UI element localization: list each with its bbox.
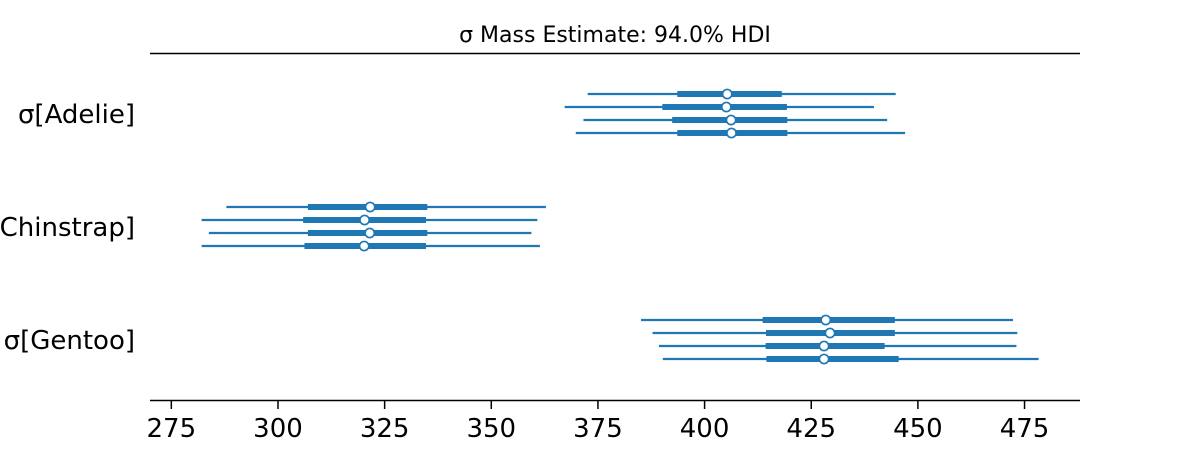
category-labels: σ[Adelie] σ[Chinstrap] σ[Gentoo] (0, 100, 135, 356)
x-tick-label: 375 (573, 414, 623, 444)
x-tick-label: 350 (466, 414, 516, 444)
median-point (359, 214, 370, 226)
median-point (820, 314, 832, 326)
x-tick-label: 400 (680, 414, 730, 444)
median-point (721, 88, 733, 100)
x-tick-label: 325 (360, 414, 410, 444)
x-tick-label: 300 (253, 414, 303, 444)
category-label: σ[Chinstrap] (0, 213, 135, 243)
median-point (725, 114, 737, 126)
median-point (358, 240, 370, 252)
median-point (364, 201, 376, 213)
x-tick-label: 425 (786, 414, 836, 444)
x-axis-ticks: 275 300 325 350 375 400 425 450 475 (147, 400, 1050, 444)
median-point (818, 353, 830, 365)
x-tick-label: 275 (147, 414, 197, 444)
median-point (824, 327, 836, 339)
median-point (720, 101, 732, 113)
x-tick-label: 475 (1000, 414, 1050, 444)
chart-title: σ Mass Estimate: 94.0% HDI (459, 23, 771, 48)
category-label: σ[Adelie] (18, 100, 135, 130)
median-point (726, 127, 737, 139)
x-tick-label: 450 (893, 414, 943, 444)
chart-marks (201, 88, 1039, 365)
category-label: σ[Gentoo] (4, 326, 135, 356)
median-point (364, 227, 376, 239)
median-point (818, 340, 830, 352)
